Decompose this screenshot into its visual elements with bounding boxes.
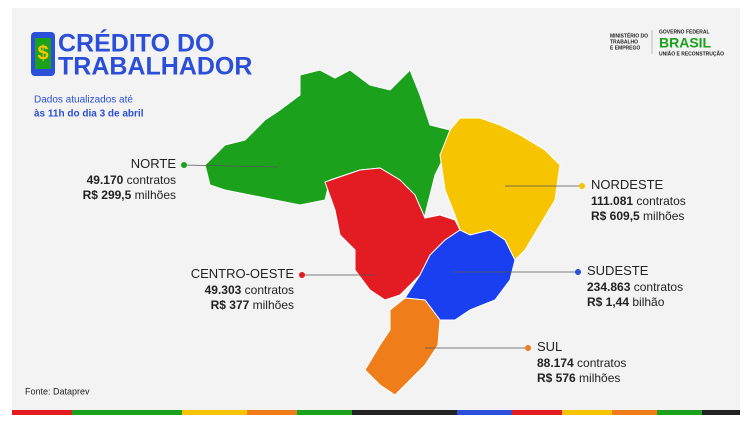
region-text: R$ 576 milhões	[537, 371, 620, 385]
region-text: R$ 377 milhões	[211, 298, 294, 312]
region-text: 49.170 contratos	[87, 173, 176, 187]
region-sul	[364, 297, 441, 396]
region-text: 88.174 contratos	[537, 356, 626, 370]
dot	[579, 183, 585, 189]
ministry-logo: MINISTÉRIO DO	[610, 31, 648, 39]
name: CENTRO-OESTE	[191, 266, 295, 281]
region-text: R$ 299,5 milhões	[83, 188, 176, 202]
amount: R$ 609,5	[591, 209, 640, 223]
dot	[525, 345, 531, 351]
count: 234.863	[587, 280, 631, 294]
count: 111.081	[591, 194, 633, 208]
region-text: NORTE	[131, 156, 177, 171]
source: Fonte: Dataprev	[25, 386, 90, 396]
name: NORDESTE	[591, 177, 664, 192]
phone-icon: $	[31, 32, 55, 76]
count: 49.303	[205, 283, 242, 297]
amount-unit: milhões	[579, 371, 620, 385]
dot	[181, 162, 187, 168]
amount-unit: bilhão	[632, 295, 664, 309]
brasil-logo: BRASIL	[659, 35, 712, 51]
title: TRABALHADOR	[58, 53, 252, 81]
count: 49.170	[87, 173, 124, 187]
name: NORTE	[131, 156, 177, 171]
amount: R$ 377	[211, 298, 250, 312]
count-unit: contratos	[577, 356, 626, 370]
connectors	[183, 164, 582, 349]
dot	[299, 272, 305, 278]
region-text: R$ 609,5 milhões	[591, 209, 684, 223]
region-text: NORDESTE	[591, 177, 664, 192]
amount-unit: milhões	[135, 188, 176, 202]
count-unit: contratos	[634, 280, 683, 294]
region-sudeste	[404, 229, 516, 321]
region-text: CENTRO-OESTE	[191, 266, 295, 281]
name: SUDESTE	[587, 263, 649, 278]
ministry-logo: E EMPREGO	[610, 45, 640, 51]
name: SUL	[537, 339, 562, 354]
gov-logo: GOVERNO FEDERAL	[659, 29, 710, 35]
region-text: R$ 1,44 bilhão	[587, 295, 665, 309]
region-text: 234.863 contratos	[587, 280, 683, 294]
subtitle: às 11h do dia 3 de abril	[34, 109, 144, 120]
amount-unit: milhões	[253, 298, 294, 312]
title: CRÉDITO DO	[58, 29, 215, 58]
footer-stripe	[12, 410, 740, 415]
count-unit: contratos	[636, 194, 685, 208]
count-unit: contratos	[127, 173, 176, 187]
region-text: SUDESTE	[587, 263, 649, 278]
count: 88.174	[537, 356, 574, 370]
region-text: 49.303 contratos	[205, 283, 294, 297]
region-text: 111.081 contratos	[591, 194, 686, 208]
count-unit: contratos	[245, 283, 294, 297]
motto: UNIÃO E RECONSTRUÇÃO	[659, 50, 724, 57]
logos: MINISTÉRIO DO TRABALHO E EMPREGO GOVERNO…	[610, 29, 724, 57]
svg-text:$: $	[37, 42, 48, 64]
amount: R$ 299,5	[83, 188, 132, 202]
amount-unit: milhões	[643, 209, 684, 223]
region-text: SUL	[537, 339, 562, 354]
dot	[575, 269, 581, 275]
amount: R$ 1,44	[587, 295, 629, 309]
ministry-logo: TRABALHO	[610, 39, 638, 45]
subtitle: Dados atualizados até	[34, 95, 133, 106]
amount: R$ 576	[537, 371, 576, 385]
map	[204, 69, 561, 396]
